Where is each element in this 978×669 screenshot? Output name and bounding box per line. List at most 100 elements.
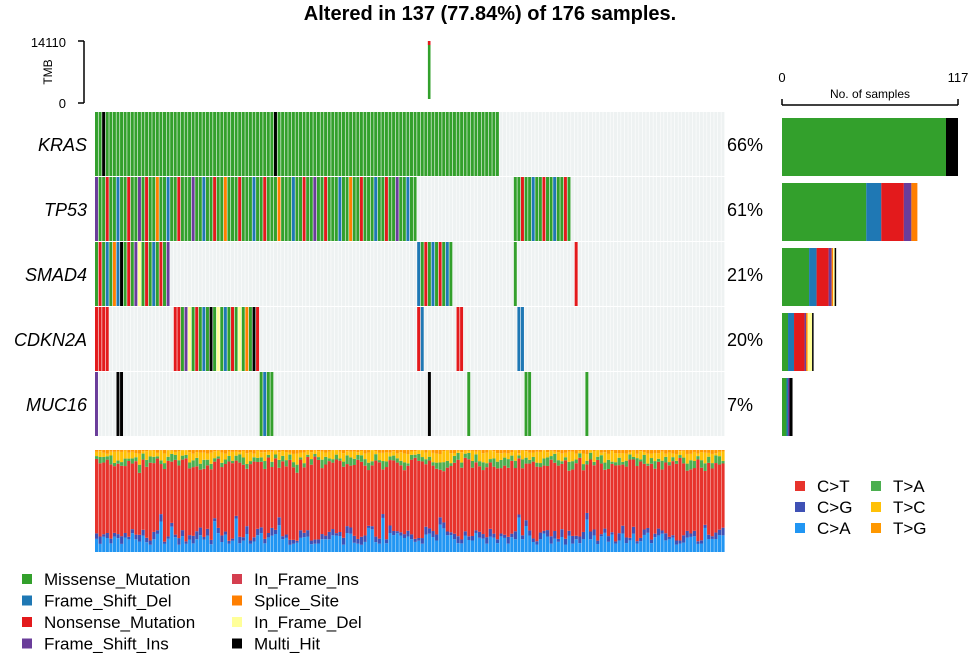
titv-segment	[699, 452, 704, 461]
titv-segment	[277, 450, 281, 453]
titv-segment	[112, 450, 117, 452]
titv-segment	[220, 450, 224, 453]
mutation-cell	[585, 112, 589, 176]
titv-segment	[513, 531, 517, 540]
titv-segment	[313, 450, 317, 451]
titv-segment	[653, 461, 657, 469]
mutation-cell	[388, 177, 392, 241]
mutation-cell	[188, 177, 192, 241]
titv-segment	[188, 450, 192, 453]
titv-segment	[531, 452, 535, 457]
mutation-cell	[481, 372, 485, 436]
titv-segment	[628, 540, 632, 552]
mutation-cell	[163, 307, 166, 371]
mutation-cell	[492, 372, 496, 436]
mutation-cell	[445, 372, 449, 436]
mutation-cell	[173, 112, 177, 176]
titv-segment	[191, 453, 195, 461]
titv-segment	[205, 459, 210, 466]
titv-segment	[95, 450, 99, 452]
mutation-cell	[703, 177, 707, 241]
titv-segment	[499, 459, 503, 469]
mutation-cell	[356, 307, 360, 371]
mutation-cell	[320, 242, 324, 306]
mutation-cell	[452, 372, 456, 436]
mutation-cell	[649, 307, 653, 371]
titv-segment	[438, 450, 442, 454]
mutation-cell	[370, 372, 374, 436]
titv-segment	[184, 541, 188, 544]
titv-segment	[127, 450, 131, 453]
gene-bar-segment	[794, 313, 805, 371]
titv-segment	[184, 450, 188, 455]
mutation-cell	[302, 372, 306, 436]
titv-segment	[470, 535, 475, 541]
titv-segment	[438, 453, 442, 463]
mutation-cell	[621, 307, 625, 371]
titv-segment	[520, 539, 525, 552]
mutation-cell	[359, 307, 363, 371]
mutation-cell	[341, 112, 345, 176]
mutation-cell	[642, 242, 646, 306]
tmb-bar	[427, 41, 431, 99]
mutation-cell	[388, 307, 392, 371]
mutation-cell	[721, 307, 725, 371]
mutation-cell	[259, 242, 263, 306]
titv-segment	[324, 450, 328, 453]
titv-segment	[560, 450, 564, 454]
mutation-cell	[531, 372, 535, 436]
mutation-cell	[395, 372, 399, 436]
titv-segment	[664, 450, 668, 454]
titv-segment	[696, 456, 700, 460]
titv-segment	[610, 463, 614, 533]
mutation-cell	[213, 177, 217, 241]
mutation-cell	[116, 177, 120, 241]
titv-segment	[392, 535, 396, 552]
samples-axis: 0 117 No. of samples	[778, 70, 968, 106]
mutation-cell	[678, 372, 682, 436]
titv-segment	[524, 463, 528, 521]
titv-segment	[549, 459, 553, 537]
titv-segment	[213, 518, 217, 522]
titv-segment	[406, 465, 410, 531]
titv-segment	[656, 461, 661, 529]
titv-segment	[349, 451, 353, 458]
mutation-cell	[259, 307, 263, 371]
titv-segment	[653, 533, 657, 538]
titv-segment	[173, 451, 177, 455]
titv-segment	[660, 533, 664, 552]
mutation-cell	[137, 177, 141, 241]
titv-segment	[248, 543, 253, 552]
titv-segment	[241, 537, 245, 541]
gene-bar-segment	[866, 183, 882, 241]
titv-segment	[689, 460, 693, 470]
mutation-cell	[506, 372, 510, 436]
mutation-cell	[198, 372, 202, 436]
titv-segment	[291, 543, 296, 552]
titv-segment	[338, 451, 342, 459]
titv-segment	[427, 456, 432, 461]
titv-segment	[388, 452, 392, 457]
titv-segment	[141, 451, 145, 454]
titv-segment	[302, 450, 306, 453]
titv-panel	[95, 450, 725, 552]
mutation-cell	[392, 112, 396, 176]
mutation-cell	[173, 242, 177, 306]
titv-segment	[102, 534, 106, 537]
titv-segment	[252, 453, 256, 458]
titv-segment	[120, 536, 124, 544]
titv-segment	[363, 450, 367, 454]
mutation-cell	[209, 242, 213, 306]
titv-segment	[367, 450, 371, 453]
titv-segment	[417, 540, 421, 552]
titv-segment	[352, 535, 356, 543]
mutation-cell	[485, 372, 489, 436]
titv-segment	[556, 452, 560, 461]
mutation-cell	[588, 242, 592, 306]
titv-segment	[338, 535, 342, 552]
mutation-cell	[513, 112, 517, 176]
mutation-cell	[374, 242, 378, 306]
titv-segment	[606, 541, 611, 552]
mutation-cell	[442, 307, 446, 371]
titv-segment	[485, 450, 489, 453]
